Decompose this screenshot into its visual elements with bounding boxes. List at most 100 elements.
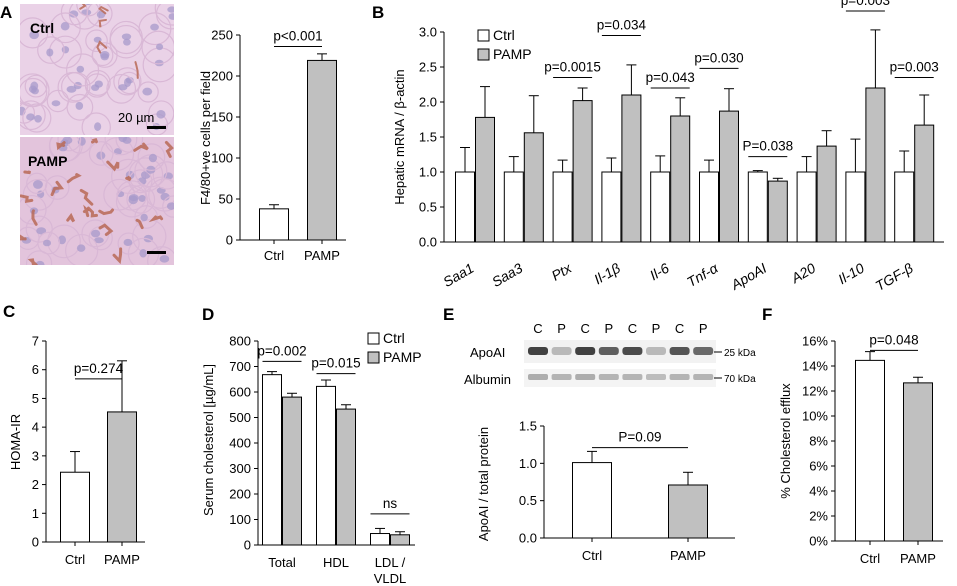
chart-a: 0 50 100 150 200 250 F4/80+ve cells per field C… — [198, 28, 346, 263]
y-tick-label: 5 — [32, 391, 39, 406]
y-axis-title: ApoAI / total protein — [476, 427, 491, 541]
y-tick-label: 4 — [32, 420, 39, 435]
y-tick-label: 10% — [802, 409, 828, 424]
tissue-cell — [152, 161, 174, 190]
tissue-cell — [154, 4, 174, 26]
chart-d: 0 100 200 300 400 500 600 700 800 Serum cholester… — [201, 330, 422, 586]
tissue-cell — [117, 71, 141, 95]
x-tick-label: Il-10 — [835, 260, 867, 288]
tissue-cell — [137, 81, 159, 103]
legend: Ctrl PAMP — [477, 27, 532, 62]
y-tick-label: 16% — [802, 334, 828, 349]
f480-stain — [82, 204, 90, 218]
x-tick-label: Ctrl — [860, 551, 880, 566]
bar-ctrl — [796, 171, 817, 243]
f480-stain — [133, 142, 149, 152]
tissue-nucleus — [139, 248, 147, 258]
y-tick-label: 1.0 — [519, 456, 537, 471]
significance-label: p=0.003 — [890, 60, 939, 75]
bar-pamp — [865, 87, 886, 243]
tissue-nucleus — [146, 165, 156, 174]
x-tick-label: Total — [268, 555, 296, 570]
micrograph-pamp-label: PAMP — [28, 153, 67, 169]
tissue-cell — [81, 112, 111, 135]
tissue-nucleus — [42, 239, 52, 247]
tissue-cell — [22, 103, 52, 133]
f480-stain — [98, 223, 114, 237]
bar-ctrl — [601, 171, 622, 243]
tissue-cell — [155, 4, 174, 30]
y-tick-label: 50 — [219, 192, 233, 207]
x-tick-label: ApoAI — [727, 260, 769, 293]
tissue-nucleus — [61, 46, 70, 54]
bar-pamp — [475, 116, 495, 243]
blot-apoai-strip — [524, 340, 716, 363]
legend-swatch-pamp — [367, 351, 380, 364]
legend-label-ctrl: Ctrl — [493, 27, 515, 43]
blot-band-apoai — [646, 347, 666, 355]
chart-b: 0.0 0.5 1.0 1.5 2.0 2.5 3.0 Hepatic mRNA / β-ac… — [392, 0, 944, 294]
tissue-nucleus — [128, 195, 138, 205]
blot-lane-label: P — [652, 321, 661, 336]
tissue-cell — [50, 12, 81, 44]
tissue-cell — [24, 74, 48, 98]
f480-stain — [50, 180, 65, 197]
x-tick-label: Ptx — [549, 259, 575, 283]
y-tick-label: 0 — [244, 538, 251, 553]
y-tick-label: 0 — [32, 535, 39, 550]
y-tick-label: 500 — [229, 410, 251, 425]
y-tick-label: 3.0 — [419, 25, 437, 40]
f480-stain — [79, 4, 87, 10]
y-tick-label: 600 — [229, 385, 251, 400]
x-tick-label: Saa3 — [489, 260, 526, 290]
blot-lane-label: P — [604, 321, 613, 336]
bar-pamp — [282, 396, 302, 546]
tissue-nucleus — [28, 85, 37, 93]
y-tick-label: 2% — [809, 509, 828, 524]
x-tick-label: A20 — [788, 260, 819, 287]
bar-pamp — [668, 484, 708, 539]
tissue-cell — [46, 89, 70, 113]
tissue-cell — [88, 141, 114, 166]
bar-ctrl — [259, 208, 289, 241]
tissue-cell — [84, 69, 111, 96]
chart-c: 0 1 2 3 4 5 6 7 HOMA-IR Ctrl PAMP p=0.274 — [8, 334, 145, 567]
tissue-nucleus — [58, 235, 67, 245]
tissue-cell — [22, 178, 55, 211]
tissue-nucleus — [94, 80, 103, 88]
y-tick-label: 1 — [32, 506, 39, 521]
legend-swatch-ctrl — [477, 29, 490, 42]
y-tick-label: 0 — [226, 233, 233, 248]
tissue-nucleus — [140, 213, 148, 222]
bar-pamp — [903, 382, 933, 542]
tissue-nucleus — [118, 137, 128, 143]
legend-swatch-pamp — [477, 48, 490, 61]
tissue-nucleus — [142, 87, 153, 96]
bar-pamp — [914, 124, 935, 243]
chart-e: 0.0 0.5 1.0 1.5 ApoAI / total protein Ctrl PAM… — [476, 419, 735, 563]
tissue-cell — [25, 250, 53, 265]
blot-band-albumin — [693, 374, 714, 380]
blot-lane-label: P — [557, 321, 566, 336]
x-tick-label: PAMP — [900, 551, 936, 566]
y-axis-title: F4/80+ve cells per field — [198, 71, 213, 205]
x-tick-label: Il-6 — [647, 260, 672, 284]
y-tick-label: 400 — [229, 436, 251, 451]
tissue-nucleus — [37, 190, 45, 199]
bar-ctrl — [572, 462, 612, 539]
legend-label-pamp: PAMP — [493, 46, 532, 62]
tissue-cell — [20, 77, 48, 107]
y-tick-label: 300 — [229, 461, 251, 476]
f480-stain — [98, 5, 109, 15]
tissue-nucleus — [155, 43, 164, 51]
tissue-nucleus — [76, 244, 86, 252]
tissue-nucleus — [29, 30, 39, 40]
y-axis-title: % Cholesterol efflux — [778, 383, 793, 499]
bar-ctrl — [699, 171, 719, 243]
histology-images: Ctrl PAMP 20 µm — [20, 4, 174, 265]
panel-label-a: A — [0, 3, 12, 22]
y-tick-label: 14% — [802, 359, 828, 374]
x-tick-label: HDL — [323, 555, 349, 570]
tissue-cell — [25, 215, 53, 243]
